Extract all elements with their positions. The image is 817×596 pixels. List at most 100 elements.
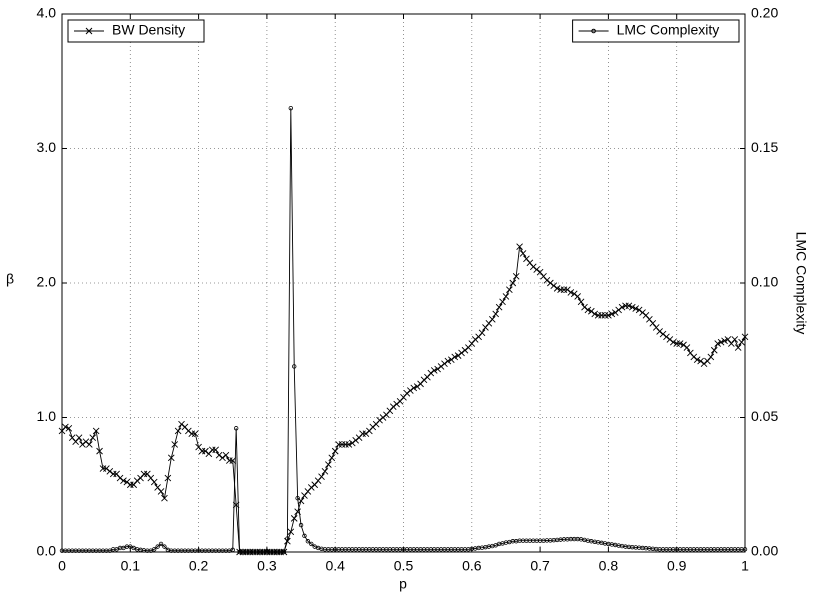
marker xyxy=(458,349,465,357)
marker xyxy=(605,311,612,319)
marker xyxy=(167,454,175,462)
y2-tick-label: 0.00 xyxy=(751,543,778,559)
marker xyxy=(478,329,486,337)
marker xyxy=(307,484,315,491)
legend-label: LMC Complexity xyxy=(617,22,720,38)
marker xyxy=(348,439,356,447)
x-tick-label: 0.5 xyxy=(394,558,414,574)
marker xyxy=(325,461,332,468)
marker xyxy=(161,494,168,502)
marker xyxy=(615,306,622,314)
plot-frame xyxy=(61,13,746,553)
x-tick-label: 0.2 xyxy=(189,558,209,574)
marker xyxy=(700,360,708,368)
marker xyxy=(65,424,73,432)
marker xyxy=(321,467,329,475)
y2-tick-label: 0.10 xyxy=(751,274,778,290)
marker xyxy=(96,447,103,455)
legend-marker xyxy=(591,28,596,34)
marker xyxy=(430,367,438,374)
marker xyxy=(529,263,537,271)
marker xyxy=(495,303,503,311)
marker xyxy=(212,446,219,454)
marker xyxy=(663,333,670,341)
y2-axis-label: LMC Complexity xyxy=(793,232,809,335)
x-tick-label: 0.1 xyxy=(121,558,141,574)
marker xyxy=(292,364,297,369)
marker xyxy=(574,293,581,300)
marker xyxy=(150,478,158,486)
y2-tick-label: 0.15 xyxy=(751,139,778,155)
marker xyxy=(731,336,739,343)
marker xyxy=(567,289,575,296)
marker xyxy=(564,286,571,294)
marker xyxy=(288,105,294,111)
marker xyxy=(499,298,506,306)
y-tick-label: 4.0 xyxy=(37,5,57,21)
marker xyxy=(608,310,616,318)
marker xyxy=(328,454,336,462)
marker xyxy=(185,427,192,435)
x-tick-label: 0.4 xyxy=(325,558,345,574)
x-tick-label: 0.9 xyxy=(667,558,687,574)
marker xyxy=(584,306,592,314)
marker xyxy=(717,338,725,346)
marker xyxy=(106,467,114,475)
marker xyxy=(230,547,235,553)
marker xyxy=(437,363,445,370)
marker xyxy=(625,302,633,310)
marker xyxy=(202,447,209,455)
marker xyxy=(178,420,185,428)
marker xyxy=(345,441,353,448)
marker xyxy=(741,333,749,341)
marker xyxy=(290,515,298,522)
marker xyxy=(152,547,157,552)
marker xyxy=(509,279,517,287)
marker xyxy=(318,473,325,480)
marker xyxy=(62,423,69,431)
marker xyxy=(174,427,182,435)
marker xyxy=(488,315,496,323)
y2-tick-label: 0.20 xyxy=(751,5,778,21)
x-tick-label: 0.7 xyxy=(530,558,550,574)
marker xyxy=(420,376,428,384)
marker xyxy=(693,356,701,363)
marker xyxy=(461,346,469,354)
marker xyxy=(158,541,164,547)
marker xyxy=(164,474,172,482)
marker xyxy=(123,478,131,486)
marker xyxy=(285,536,290,541)
marker xyxy=(116,474,124,482)
marker xyxy=(618,303,626,311)
marker xyxy=(155,544,160,549)
marker xyxy=(734,344,742,351)
marker xyxy=(512,272,520,280)
marker xyxy=(447,356,455,363)
marker xyxy=(86,441,93,448)
marker xyxy=(376,416,383,424)
x-tick-label: 0.6 xyxy=(462,558,482,574)
marker xyxy=(519,250,527,257)
marker xyxy=(441,360,448,368)
marker xyxy=(690,353,698,361)
x-tick-label: 0.8 xyxy=(599,558,619,574)
marker xyxy=(157,488,165,495)
marker xyxy=(577,298,585,306)
x-tick-label: 1 xyxy=(741,558,749,574)
marker xyxy=(82,438,90,446)
marker xyxy=(550,282,558,290)
marker xyxy=(628,303,636,311)
marker xyxy=(591,310,599,318)
marker xyxy=(298,522,304,528)
marker xyxy=(379,414,387,421)
marker xyxy=(133,477,141,485)
marker xyxy=(697,357,704,365)
marker xyxy=(454,352,462,359)
marker xyxy=(533,266,541,273)
legend-marker xyxy=(85,27,93,35)
marker xyxy=(666,336,674,343)
y2-tick-label: 0.05 xyxy=(751,408,778,424)
marker xyxy=(369,423,377,431)
marker xyxy=(352,437,360,444)
marker xyxy=(410,384,418,392)
